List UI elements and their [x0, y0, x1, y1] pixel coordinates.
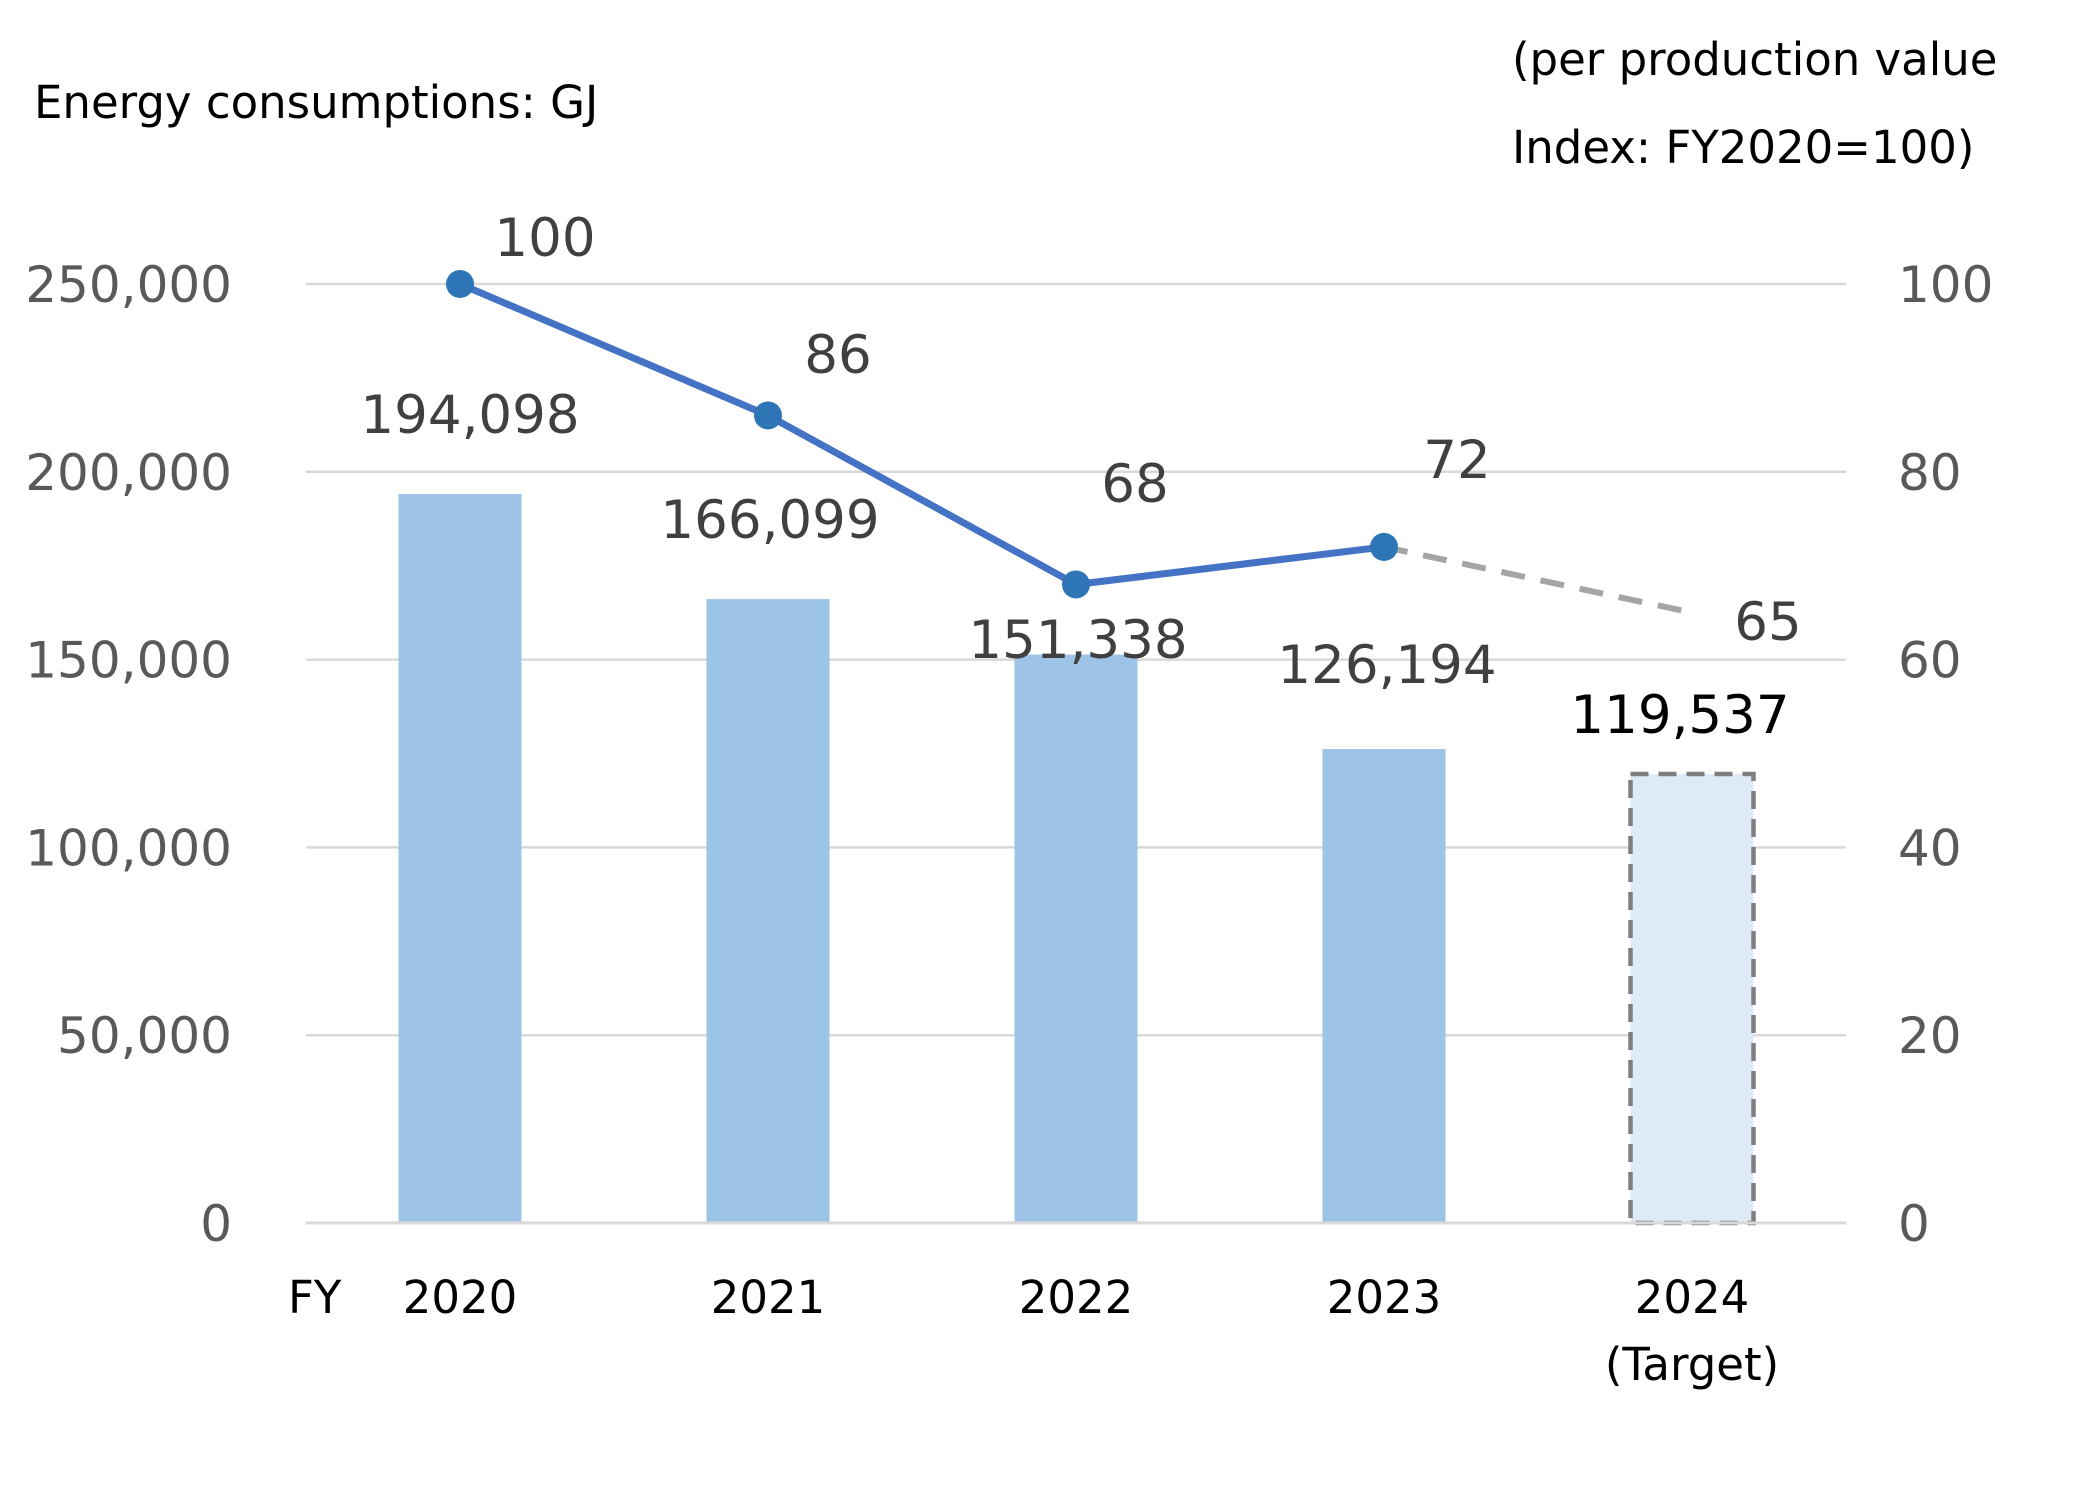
bar: [1322, 749, 1446, 1223]
y-right-tick-label: 100: [1898, 256, 1993, 314]
y-left-tick-label: 0: [200, 1195, 232, 1253]
index-line-series: [446, 270, 1685, 614]
x-tick-label: 2024: [1635, 1271, 1750, 1324]
left-axis-title: Energy consumptions: GJ: [34, 76, 598, 129]
x-tick-sublabel: (Target): [1605, 1338, 1779, 1391]
index-marker: [1370, 532, 1398, 561]
index-line-actual: [458, 280, 1385, 588]
y-left-tick-label: 150,000: [25, 632, 232, 690]
data-labels: 194,098 166,099 151,338 126,194 119,537 100 86…: [360, 208, 1801, 746]
x-axis-prefix: FY: [288, 1271, 342, 1324]
x-tick-label: 2020: [403, 1271, 518, 1324]
index-value-label: 65: [1734, 592, 1801, 653]
axis-ticks: 0 0 50,000 20 100,000 40 150,000 60 200,000 80 250…: [25, 256, 1993, 1391]
y-right-tick-label: 60: [1898, 632, 1962, 690]
bar-target: [1628, 771, 1756, 1226]
bar: [398, 493, 522, 1224]
index-marker: [446, 270, 474, 298]
x-tick-label: 2022: [1019, 1271, 1134, 1324]
index-value-label: 100: [494, 208, 595, 269]
y-left-tick-label: 200,000: [25, 444, 232, 502]
right-axis-title-line-1: (per production value: [1512, 33, 1997, 86]
index-marker: [754, 401, 782, 430]
right-axis-title-line-2: Index: FY2020=100): [1512, 121, 1974, 174]
bar-value-label: 166,099: [660, 490, 879, 551]
bar-value-label: 126,194: [1277, 635, 1496, 696]
bar-value-label: 194,098: [360, 385, 579, 446]
y-right-tick-label: 80: [1898, 444, 1962, 502]
index-value-label: 72: [1423, 430, 1490, 491]
index-value-label: 86: [804, 325, 871, 386]
bar-value-label: 151,338: [968, 610, 1187, 671]
bar: [706, 599, 830, 1223]
bar-value-label: 119,537: [1570, 685, 1789, 746]
index-marker: [1062, 570, 1090, 599]
y-left-tick-label: 100,000: [25, 819, 232, 877]
index-line-target: [1383, 543, 1685, 614]
y-right-tick-label: 40: [1898, 819, 1962, 877]
y-left-tick-label: 250,000: [25, 256, 232, 314]
bar-series: [398, 493, 1756, 1226]
index-value-label: 68: [1101, 454, 1168, 515]
bar: [1014, 654, 1138, 1223]
y-right-tick-label: 0: [1898, 1195, 1930, 1253]
y-left-tick-label: 50,000: [57, 1007, 232, 1065]
x-tick-label: 2021: [711, 1271, 826, 1324]
y-right-tick-label: 20: [1898, 1007, 1962, 1065]
x-tick-label: 2023: [1327, 1271, 1442, 1324]
